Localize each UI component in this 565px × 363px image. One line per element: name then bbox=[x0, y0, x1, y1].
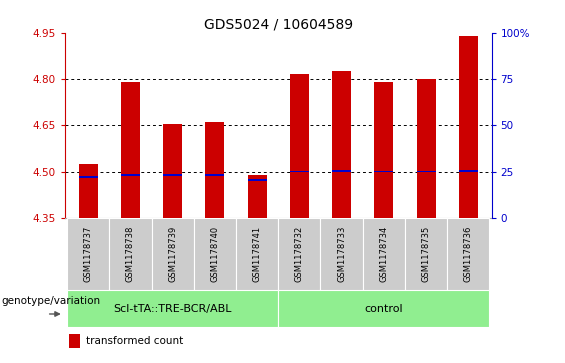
Text: genotype/variation: genotype/variation bbox=[1, 295, 101, 306]
Bar bbox=[375, 82, 393, 218]
Text: GSM1178736: GSM1178736 bbox=[464, 226, 473, 282]
Title: GDS5024 / 10604589: GDS5024 / 10604589 bbox=[204, 17, 353, 32]
Bar bbox=[163, 174, 182, 176]
Bar bbox=[79, 176, 98, 178]
Bar bbox=[121, 82, 140, 218]
Bar bbox=[79, 164, 98, 218]
Bar bbox=[459, 36, 478, 218]
Text: GSM1178738: GSM1178738 bbox=[126, 226, 135, 282]
Bar bbox=[67, 218, 109, 290]
Bar bbox=[459, 170, 478, 171]
Text: GSM1178740: GSM1178740 bbox=[210, 226, 219, 282]
Text: Scl-tTA::TRE-BCR/ABL: Scl-tTA::TRE-BCR/ABL bbox=[114, 303, 232, 314]
Bar bbox=[332, 71, 351, 218]
Bar bbox=[121, 174, 140, 176]
Bar bbox=[416, 171, 436, 172]
Text: GSM1178732: GSM1178732 bbox=[295, 226, 304, 282]
Text: GSM1178733: GSM1178733 bbox=[337, 226, 346, 282]
Bar bbox=[375, 171, 393, 172]
Bar bbox=[416, 79, 436, 218]
Bar bbox=[363, 218, 405, 290]
Bar bbox=[206, 174, 224, 176]
Bar bbox=[194, 218, 236, 290]
Bar bbox=[247, 179, 267, 181]
Text: GSM1178735: GSM1178735 bbox=[421, 226, 431, 282]
Bar bbox=[290, 171, 309, 172]
Bar bbox=[320, 218, 363, 290]
Text: GSM1178739: GSM1178739 bbox=[168, 226, 177, 282]
Bar bbox=[151, 218, 194, 290]
Bar bbox=[247, 175, 267, 218]
Text: GSM1178737: GSM1178737 bbox=[84, 226, 93, 282]
Text: GSM1178734: GSM1178734 bbox=[379, 226, 388, 282]
Bar bbox=[278, 290, 489, 327]
Text: transformed count: transformed count bbox=[86, 336, 184, 346]
Text: control: control bbox=[364, 303, 403, 314]
Bar bbox=[236, 218, 278, 290]
Bar bbox=[109, 218, 151, 290]
Bar bbox=[447, 218, 489, 290]
Bar bbox=[163, 124, 182, 218]
Bar bbox=[67, 290, 278, 327]
Bar bbox=[206, 122, 224, 218]
Bar bbox=[290, 74, 309, 218]
Text: GSM1178741: GSM1178741 bbox=[253, 226, 262, 282]
Bar bbox=[405, 218, 447, 290]
Bar bbox=[69, 334, 80, 348]
Bar bbox=[332, 170, 351, 171]
Bar bbox=[278, 218, 320, 290]
